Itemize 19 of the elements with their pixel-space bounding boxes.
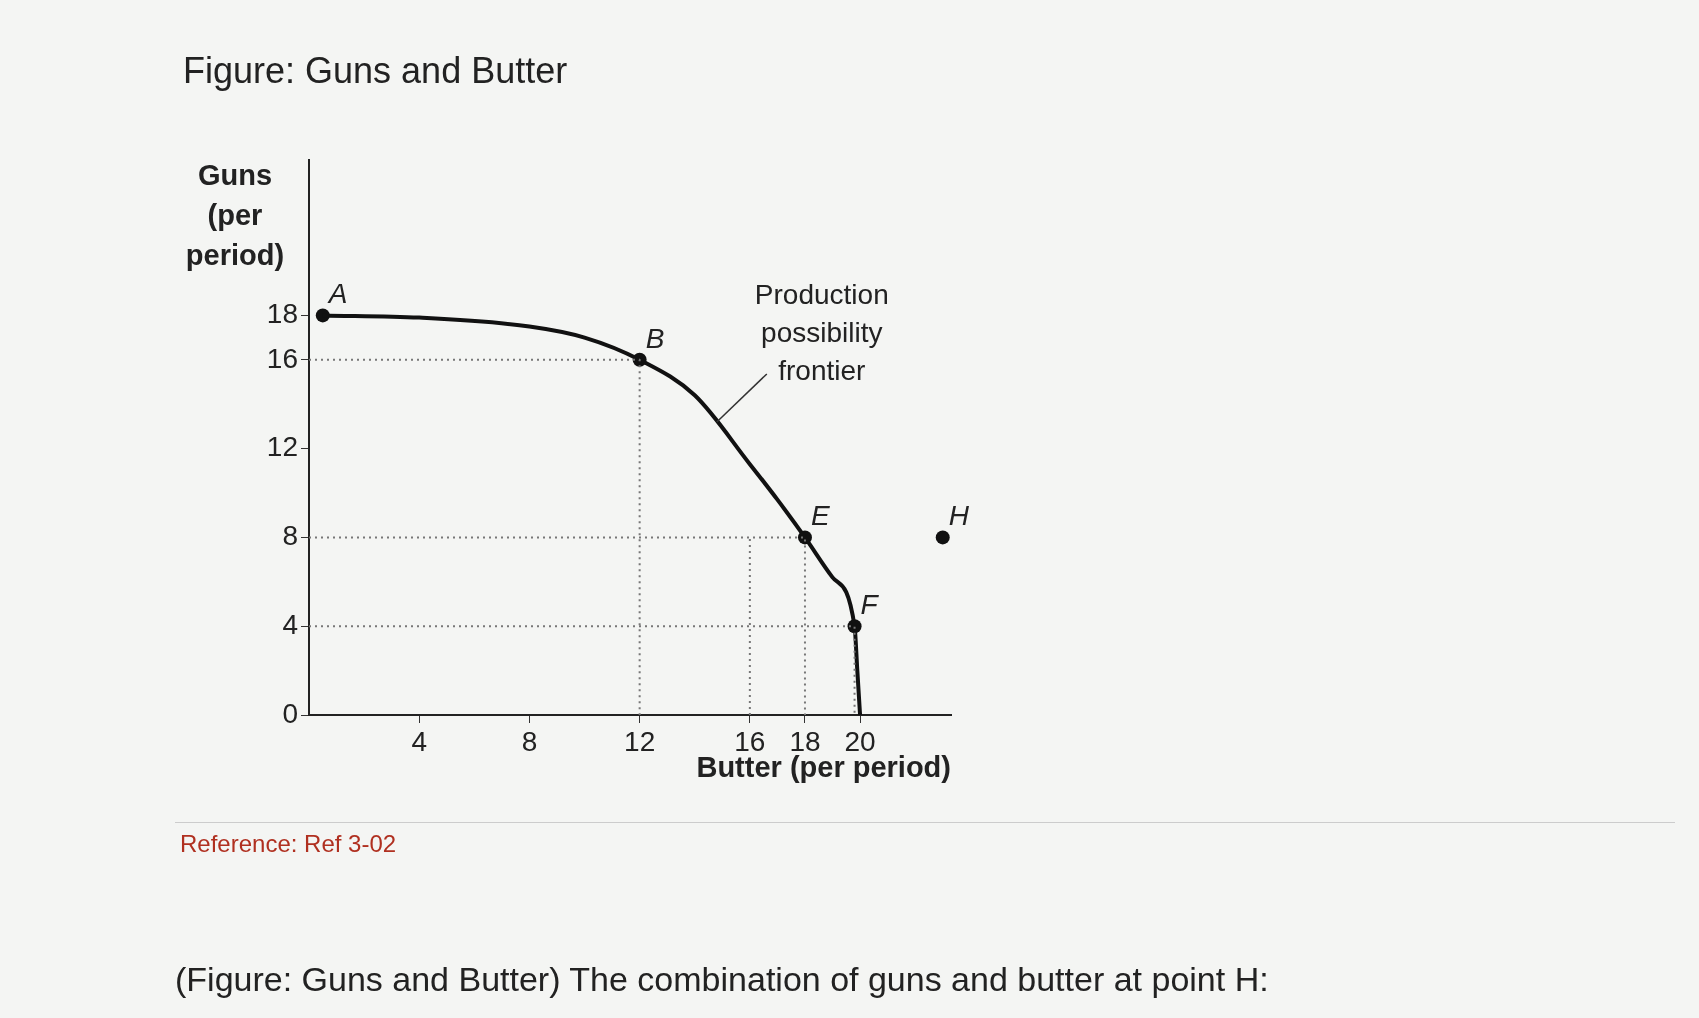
annotation: A: [326, 278, 348, 310]
chart-title: Figure: Guns and Butter: [183, 50, 568, 92]
annotation: E: [810, 500, 830, 532]
text: Reference: Ref 3-02: [180, 830, 397, 858]
x-tick-label: 12: [624, 725, 656, 757]
y-tick-label: 0: [282, 697, 298, 729]
annotation: B: [645, 322, 665, 354]
x-tick-label: 4: [411, 725, 427, 757]
annotation: F: [860, 589, 880, 620]
y-tick-label: 18: [266, 298, 298, 330]
y-tick-label: 16: [266, 342, 298, 374]
annotation: Production possibility frontier: [754, 278, 889, 386]
annotation: H: [948, 500, 970, 532]
x-tick-label: 8: [521, 725, 538, 757]
text: (Figure: Guns and Butter) The combination of guns and butter at point H:: [175, 960, 1269, 999]
y-tick-label: 8: [282, 520, 298, 552]
y-tick-label: 12: [266, 431, 298, 463]
y-tick-label: 4: [282, 608, 298, 640]
y-axis-title: Guns (per period): [184, 158, 286, 273]
